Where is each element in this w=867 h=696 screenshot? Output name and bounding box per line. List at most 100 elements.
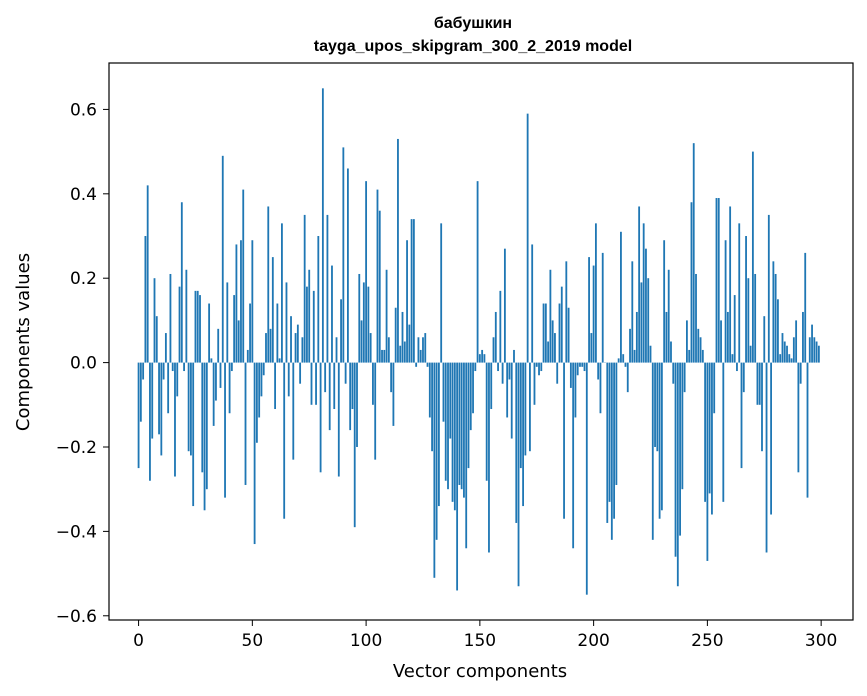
bar: [146, 185, 149, 363]
bar: [503, 248, 506, 363]
bar: [711, 362, 713, 515]
bar: [526, 113, 529, 363]
bar: [444, 362, 447, 481]
bar: [613, 362, 616, 519]
bar: [221, 155, 224, 363]
bar: [708, 362, 711, 494]
bar: [808, 337, 811, 363]
bar: [729, 206, 732, 363]
bar: [369, 333, 372, 363]
bar: [733, 295, 736, 363]
bar: [674, 362, 677, 557]
bar: [697, 328, 700, 363]
bar: [704, 362, 707, 502]
bar: [142, 362, 145, 380]
bar: [235, 244, 238, 363]
bar: [246, 349, 249, 363]
x-tick-label: 50: [242, 631, 264, 651]
bar: [790, 358, 793, 363]
bar: [287, 362, 290, 397]
bar: [260, 362, 263, 397]
bar: [144, 236, 147, 363]
bar: [178, 286, 181, 363]
bar: [253, 362, 256, 545]
bar: [463, 362, 465, 498]
bar: [210, 358, 213, 363]
bar: [745, 236, 747, 363]
bar: [683, 362, 686, 393]
bar: [333, 362, 336, 410]
x-tick-label: 200: [577, 631, 609, 651]
bar: [765, 362, 768, 553]
bar: [601, 252, 604, 363]
bar: [321, 88, 324, 363]
bar: [271, 257, 274, 363]
bar: [565, 261, 568, 363]
bar: [772, 261, 775, 363]
bar: [180, 202, 183, 363]
bar: [433, 362, 436, 578]
bar: [751, 151, 754, 363]
bar: [460, 362, 463, 490]
bar: [485, 362, 488, 481]
bar: [554, 333, 556, 363]
bar: [331, 265, 333, 363]
bar: [167, 362, 170, 414]
bar: [529, 362, 531, 452]
bar: [169, 273, 172, 363]
bar: [513, 349, 515, 363]
bar: [453, 362, 456, 511]
bar: [781, 333, 784, 363]
bar: [804, 252, 807, 363]
bar: [328, 362, 331, 431]
bar: [344, 362, 347, 384]
bar: [465, 362, 468, 549]
bar: [569, 362, 572, 388]
bar: [431, 362, 433, 452]
bar: [717, 198, 720, 363]
bar: [387, 337, 390, 363]
bar: [367, 286, 370, 363]
bar: [474, 362, 477, 372]
bar: [381, 349, 383, 363]
bar: [779, 354, 782, 363]
bar: [815, 341, 818, 363]
bar: [715, 198, 718, 363]
bar: [817, 345, 820, 363]
bar: [362, 282, 365, 363]
bar: [478, 354, 481, 363]
bar: [547, 341, 550, 363]
bar: [296, 324, 299, 363]
bar: [438, 362, 440, 507]
bar: [422, 337, 424, 363]
bar: [187, 362, 190, 452]
bar: [324, 362, 327, 393]
bar: [665, 311, 668, 363]
chart-subtitle: tayga_upos_skipgram_300_2_2019 model: [314, 38, 632, 55]
bar: [660, 362, 663, 511]
bar: [576, 362, 579, 376]
bar: [196, 290, 199, 363]
bar: [667, 269, 670, 363]
bar: [183, 362, 185, 372]
bar: [233, 295, 236, 363]
bar: [403, 341, 406, 363]
bar: [599, 362, 602, 414]
y-tick-label: 0.4: [70, 185, 97, 205]
bar: [278, 358, 281, 363]
bar: [164, 333, 167, 363]
bar: [408, 324, 411, 363]
bar: [351, 362, 354, 410]
bar: [620, 231, 622, 363]
bar: [581, 362, 584, 367]
bar: [802, 311, 804, 363]
bar: [681, 362, 684, 490]
bar: [412, 219, 415, 363]
bar: [149, 362, 151, 481]
bar: [356, 362, 358, 447]
bar: [419, 349, 422, 363]
bar: [255, 362, 258, 443]
bar: [337, 362, 340, 477]
bar: [699, 337, 702, 363]
bar: [679, 362, 681, 536]
